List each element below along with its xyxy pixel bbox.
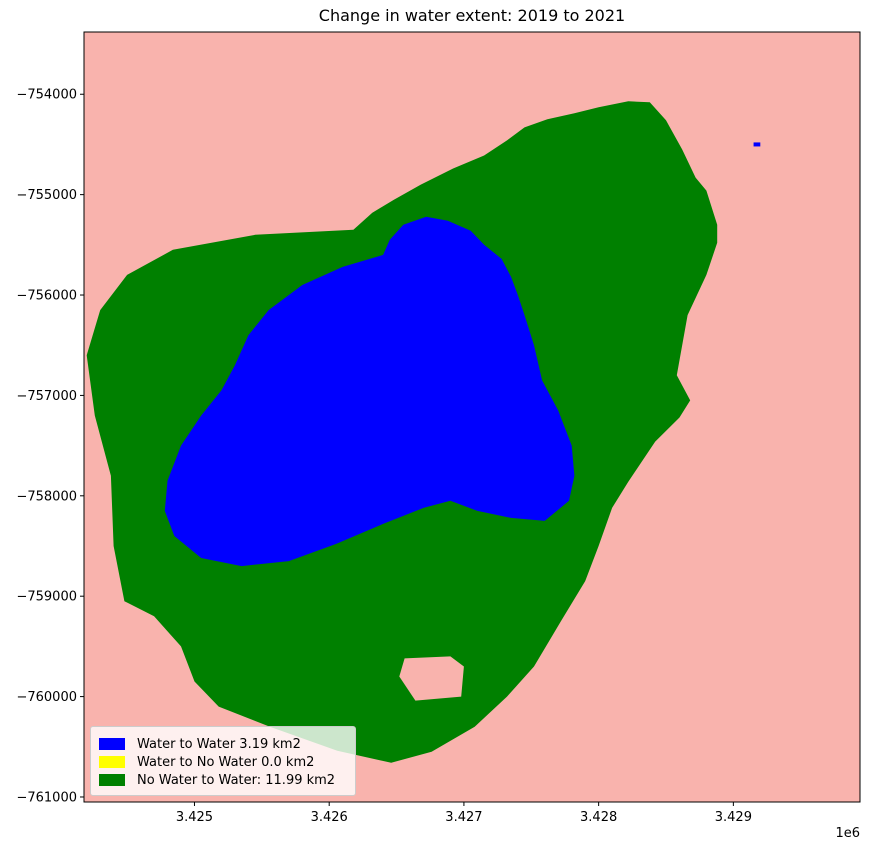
plot-frame [83,31,861,803]
regions-layer [86,101,761,763]
legend-swatch-water-to-water [99,738,125,750]
region-notch-background [399,656,464,701]
legend-swatch-water-to-no-water [99,756,125,768]
y-tick-label: −756000 [16,289,77,304]
y-tick-label: −760000 [16,690,77,705]
x-tick-label: 3.429 [715,810,752,825]
region-water-to-water [164,216,575,567]
legend-label-no-water-to-water: No Water to Water: 11.99 km2 [137,772,336,788]
x-tick-label: 3.427 [445,810,482,825]
x-axis-offset-label: 1e6 [835,826,860,841]
y-tick-label: −754000 [16,88,77,103]
y-tick-label: −759000 [16,590,77,605]
chart-title: Change in water extent: 2019 to 2021 [318,6,626,25]
legend-item-no-water-to-water: No Water to Water: 11.99 km2 [99,771,335,789]
legend-swatch-no-water-to-water [99,774,125,786]
y-axis: −754000 −755000 −756000 −757000 −758000 −7590… [16,88,84,805]
y-tick-label: −755000 [16,188,77,203]
y-tick-label: −758000 [16,489,77,504]
y-tick-label: −761000 [16,790,77,805]
legend-label-water-to-no-water: Water to No Water 0.0 km2 [137,754,315,770]
x-tick-label: 3.426 [311,810,348,825]
x-tick-label: 3.428 [580,810,617,825]
legend: Water to Water 3.19 km2 Water to No Wate… [90,726,356,796]
x-axis: 3.425 3.426 3.427 3.428 3.429 [176,802,752,825]
x-tick-label: 3.425 [176,810,213,825]
region-water-small-patch [753,142,761,147]
legend-item-water-to-no-water: Water to No Water 0.0 km2 [99,753,314,771]
legend-item-water-to-water: Water to Water 3.19 km2 [99,735,301,753]
y-tick-label: −757000 [16,389,77,404]
legend-label-water-to-water: Water to Water 3.19 km2 [137,736,301,752]
